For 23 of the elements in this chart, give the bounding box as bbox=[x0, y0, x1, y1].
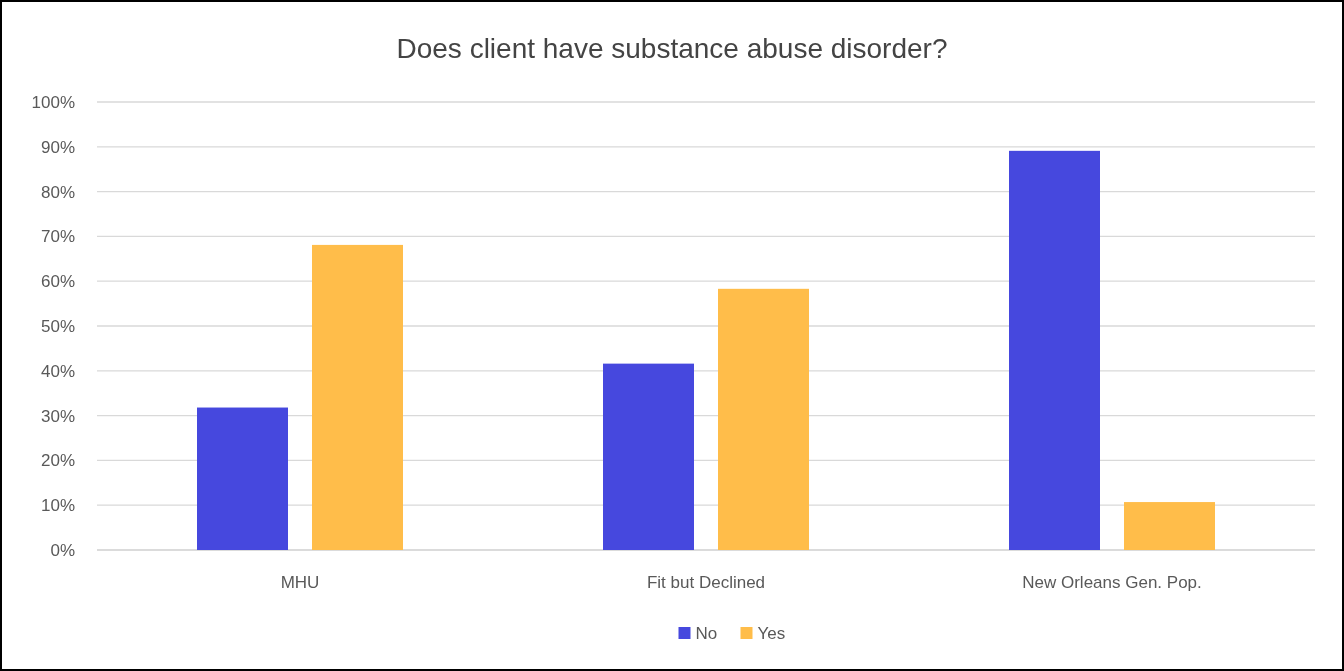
y-tick-label: 90% bbox=[40, 137, 75, 157]
y-tick-label: 50% bbox=[40, 316, 75, 336]
legend-label: Yes bbox=[757, 623, 786, 643]
y-tick-label: 20% bbox=[40, 451, 75, 471]
y-tick-label: 70% bbox=[40, 227, 75, 247]
x-tick-label: New Orleans Gen. Pop. bbox=[1022, 573, 1202, 592]
bar bbox=[1124, 502, 1215, 550]
bar bbox=[1009, 150, 1100, 550]
y-tick-label: 40% bbox=[40, 361, 75, 381]
y-tick-label: 80% bbox=[40, 182, 75, 202]
y-tick-label: 0% bbox=[50, 540, 75, 560]
x-tick-label: MHU bbox=[280, 573, 320, 592]
y-tick-label: 10% bbox=[40, 496, 75, 516]
bar bbox=[603, 363, 694, 550]
legend-label: No bbox=[695, 623, 718, 643]
bar bbox=[718, 288, 809, 550]
x-tick-label: Fit but Declined bbox=[646, 573, 766, 592]
y-tick-label: 30% bbox=[40, 406, 75, 426]
chart-title: Does client have substance abuse disorder? bbox=[396, 33, 948, 64]
bar bbox=[312, 244, 403, 550]
y-tick-label: 60% bbox=[40, 272, 75, 292]
y-tick-label: 100% bbox=[31, 92, 75, 112]
bar bbox=[197, 407, 288, 550]
